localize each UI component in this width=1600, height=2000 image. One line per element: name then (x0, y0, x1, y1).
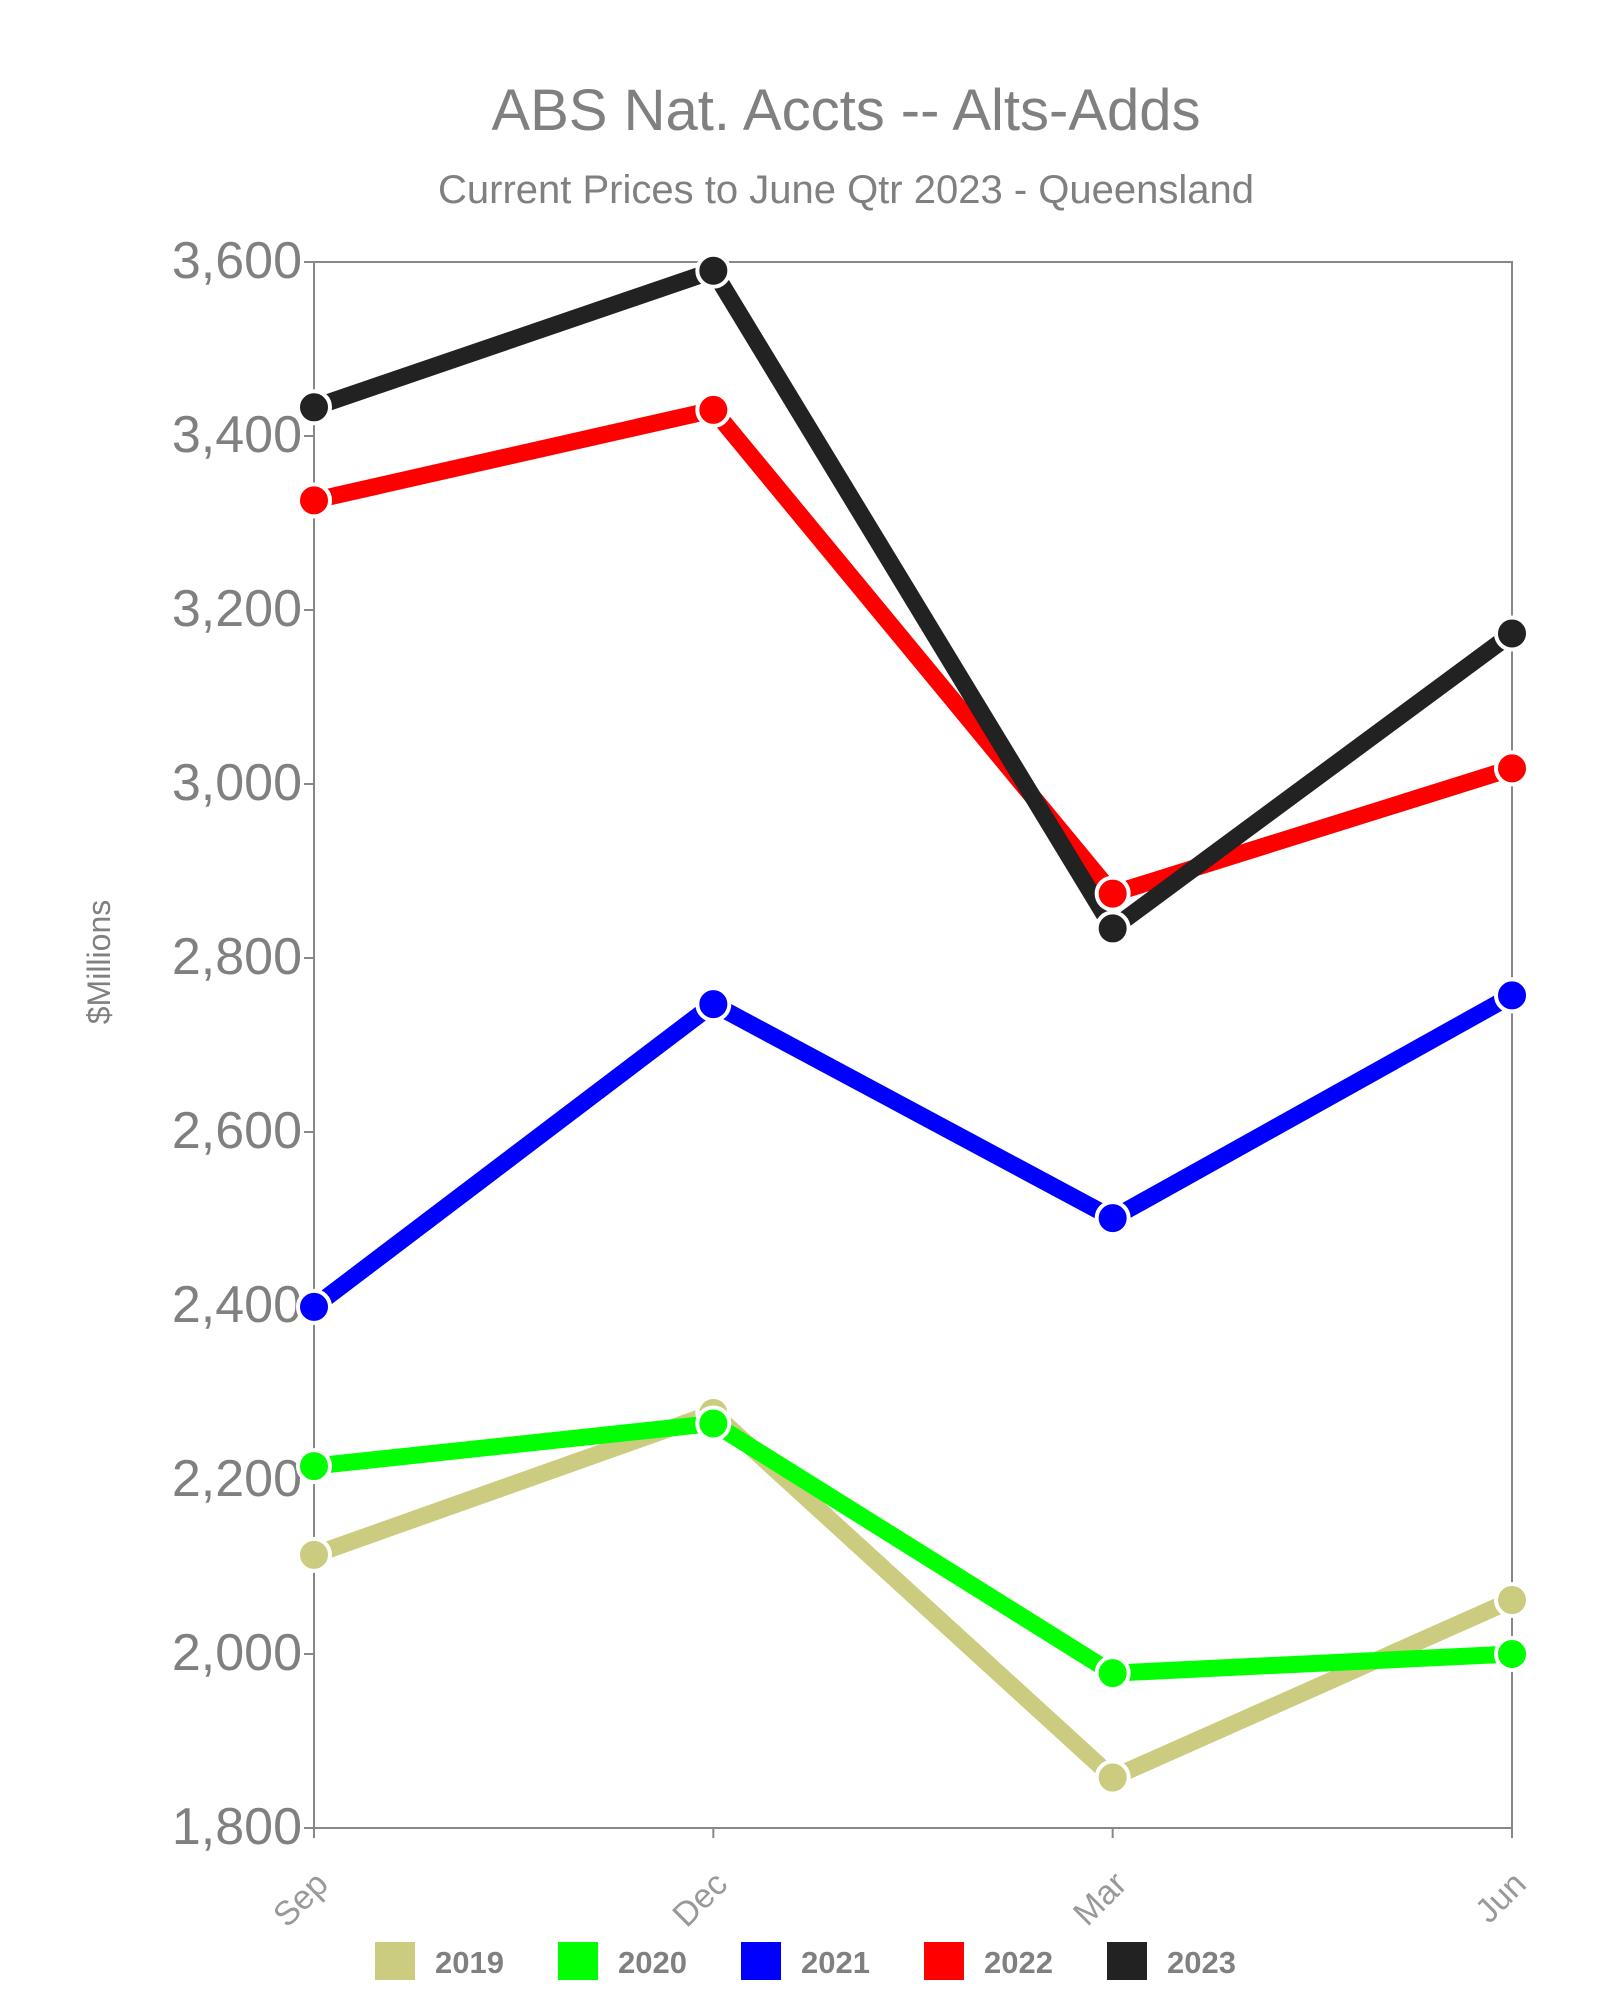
data-point-2020-Dec[interactable] (695, 1405, 732, 1442)
series-line-2021 (308, 987, 1517, 1314)
legend-label: 2022 (984, 1945, 1053, 1980)
y-axis-label: $Millions (81, 900, 117, 1024)
legend-swatch (924, 1942, 964, 1980)
plot-frame (313, 261, 1513, 1829)
series-line-2019 (311, 1404, 1516, 1787)
data-point-2019-Mar[interactable] (1094, 1759, 1131, 1796)
data-point-2023-Mar[interactable] (1094, 910, 1131, 947)
series-line-2023 (311, 262, 1518, 937)
y-tick-label: 2,600 (172, 1102, 302, 1160)
legend-item-2022[interactable]: 2022 (924, 1942, 1053, 1980)
x-tick-label: Sep (266, 1865, 336, 1935)
data-point-2022-Mar[interactable] (1094, 875, 1131, 912)
legend-swatch (558, 1942, 598, 1980)
y-tick-label: 2,200 (172, 1450, 302, 1508)
data-point-2020-Sep[interactable] (296, 1448, 332, 1485)
y-tick-label: 3,200 (172, 580, 302, 638)
data-point-2022-Jun[interactable] (1494, 750, 1530, 787)
data-point-2021-Jun[interactable] (1494, 977, 1530, 1014)
series-line-2020 (313, 1414, 1513, 1682)
data-point-2023-Jun[interactable] (1494, 615, 1530, 652)
data-point-2022-Dec[interactable] (695, 391, 732, 428)
legend-item-2020[interactable]: 2020 (558, 1942, 687, 1980)
legend-label: 2023 (1167, 1945, 1236, 1980)
legend-item-2021[interactable]: 2021 (741, 1942, 870, 1980)
series-line-2022 (312, 401, 1515, 903)
data-point-2022-Sep[interactable] (296, 482, 332, 519)
data-point-2019-Sep[interactable] (296, 1536, 332, 1573)
data-point-2021-Dec[interactable] (695, 986, 732, 1023)
chart-subtitle: Current Prices to June Qtr 2023 - Queens… (438, 168, 1254, 212)
y-tick-label: 2,000 (172, 1624, 302, 1682)
data-point-2021-Sep[interactable] (296, 1288, 332, 1325)
data-point-2023-Dec[interactable] (695, 252, 732, 289)
y-tick-label: 1,800 (172, 1798, 302, 1856)
legend-label: 2020 (618, 1945, 687, 1980)
data-point-2020-Jun[interactable] (1494, 1636, 1530, 1672)
legend-label: 2019 (435, 1945, 504, 1980)
y-tick-label: 2,800 (172, 928, 302, 986)
legend-item-2023[interactable]: 2023 (1107, 1942, 1236, 1980)
y-tick-label: 2,400 (172, 1276, 302, 1334)
legend-swatch (741, 1942, 781, 1980)
x-tick-label: Dec (665, 1865, 735, 1935)
x-tick-label: Mar (1066, 1865, 1134, 1933)
x-tick-label: Jun (1468, 1865, 1534, 1931)
data-point-2019-Jun[interactable] (1494, 1582, 1530, 1619)
y-tick-label: 3,600 (172, 232, 302, 290)
y-tick-label: 3,400 (172, 406, 302, 464)
legend-label: 2021 (801, 1945, 870, 1980)
data-point-2021-Mar[interactable] (1094, 1200, 1131, 1237)
chart-title: ABS Nat. Accts -- Alts-Adds (491, 78, 1200, 143)
data-point-2023-Sep[interactable] (296, 389, 332, 426)
legend-item-2019[interactable]: 2019 (375, 1942, 504, 1980)
legend-swatch (375, 1942, 415, 1980)
y-tick-label: 3,000 (172, 754, 302, 812)
data-point-2020-Mar[interactable] (1094, 1655, 1131, 1692)
legend-swatch (1107, 1942, 1147, 1980)
